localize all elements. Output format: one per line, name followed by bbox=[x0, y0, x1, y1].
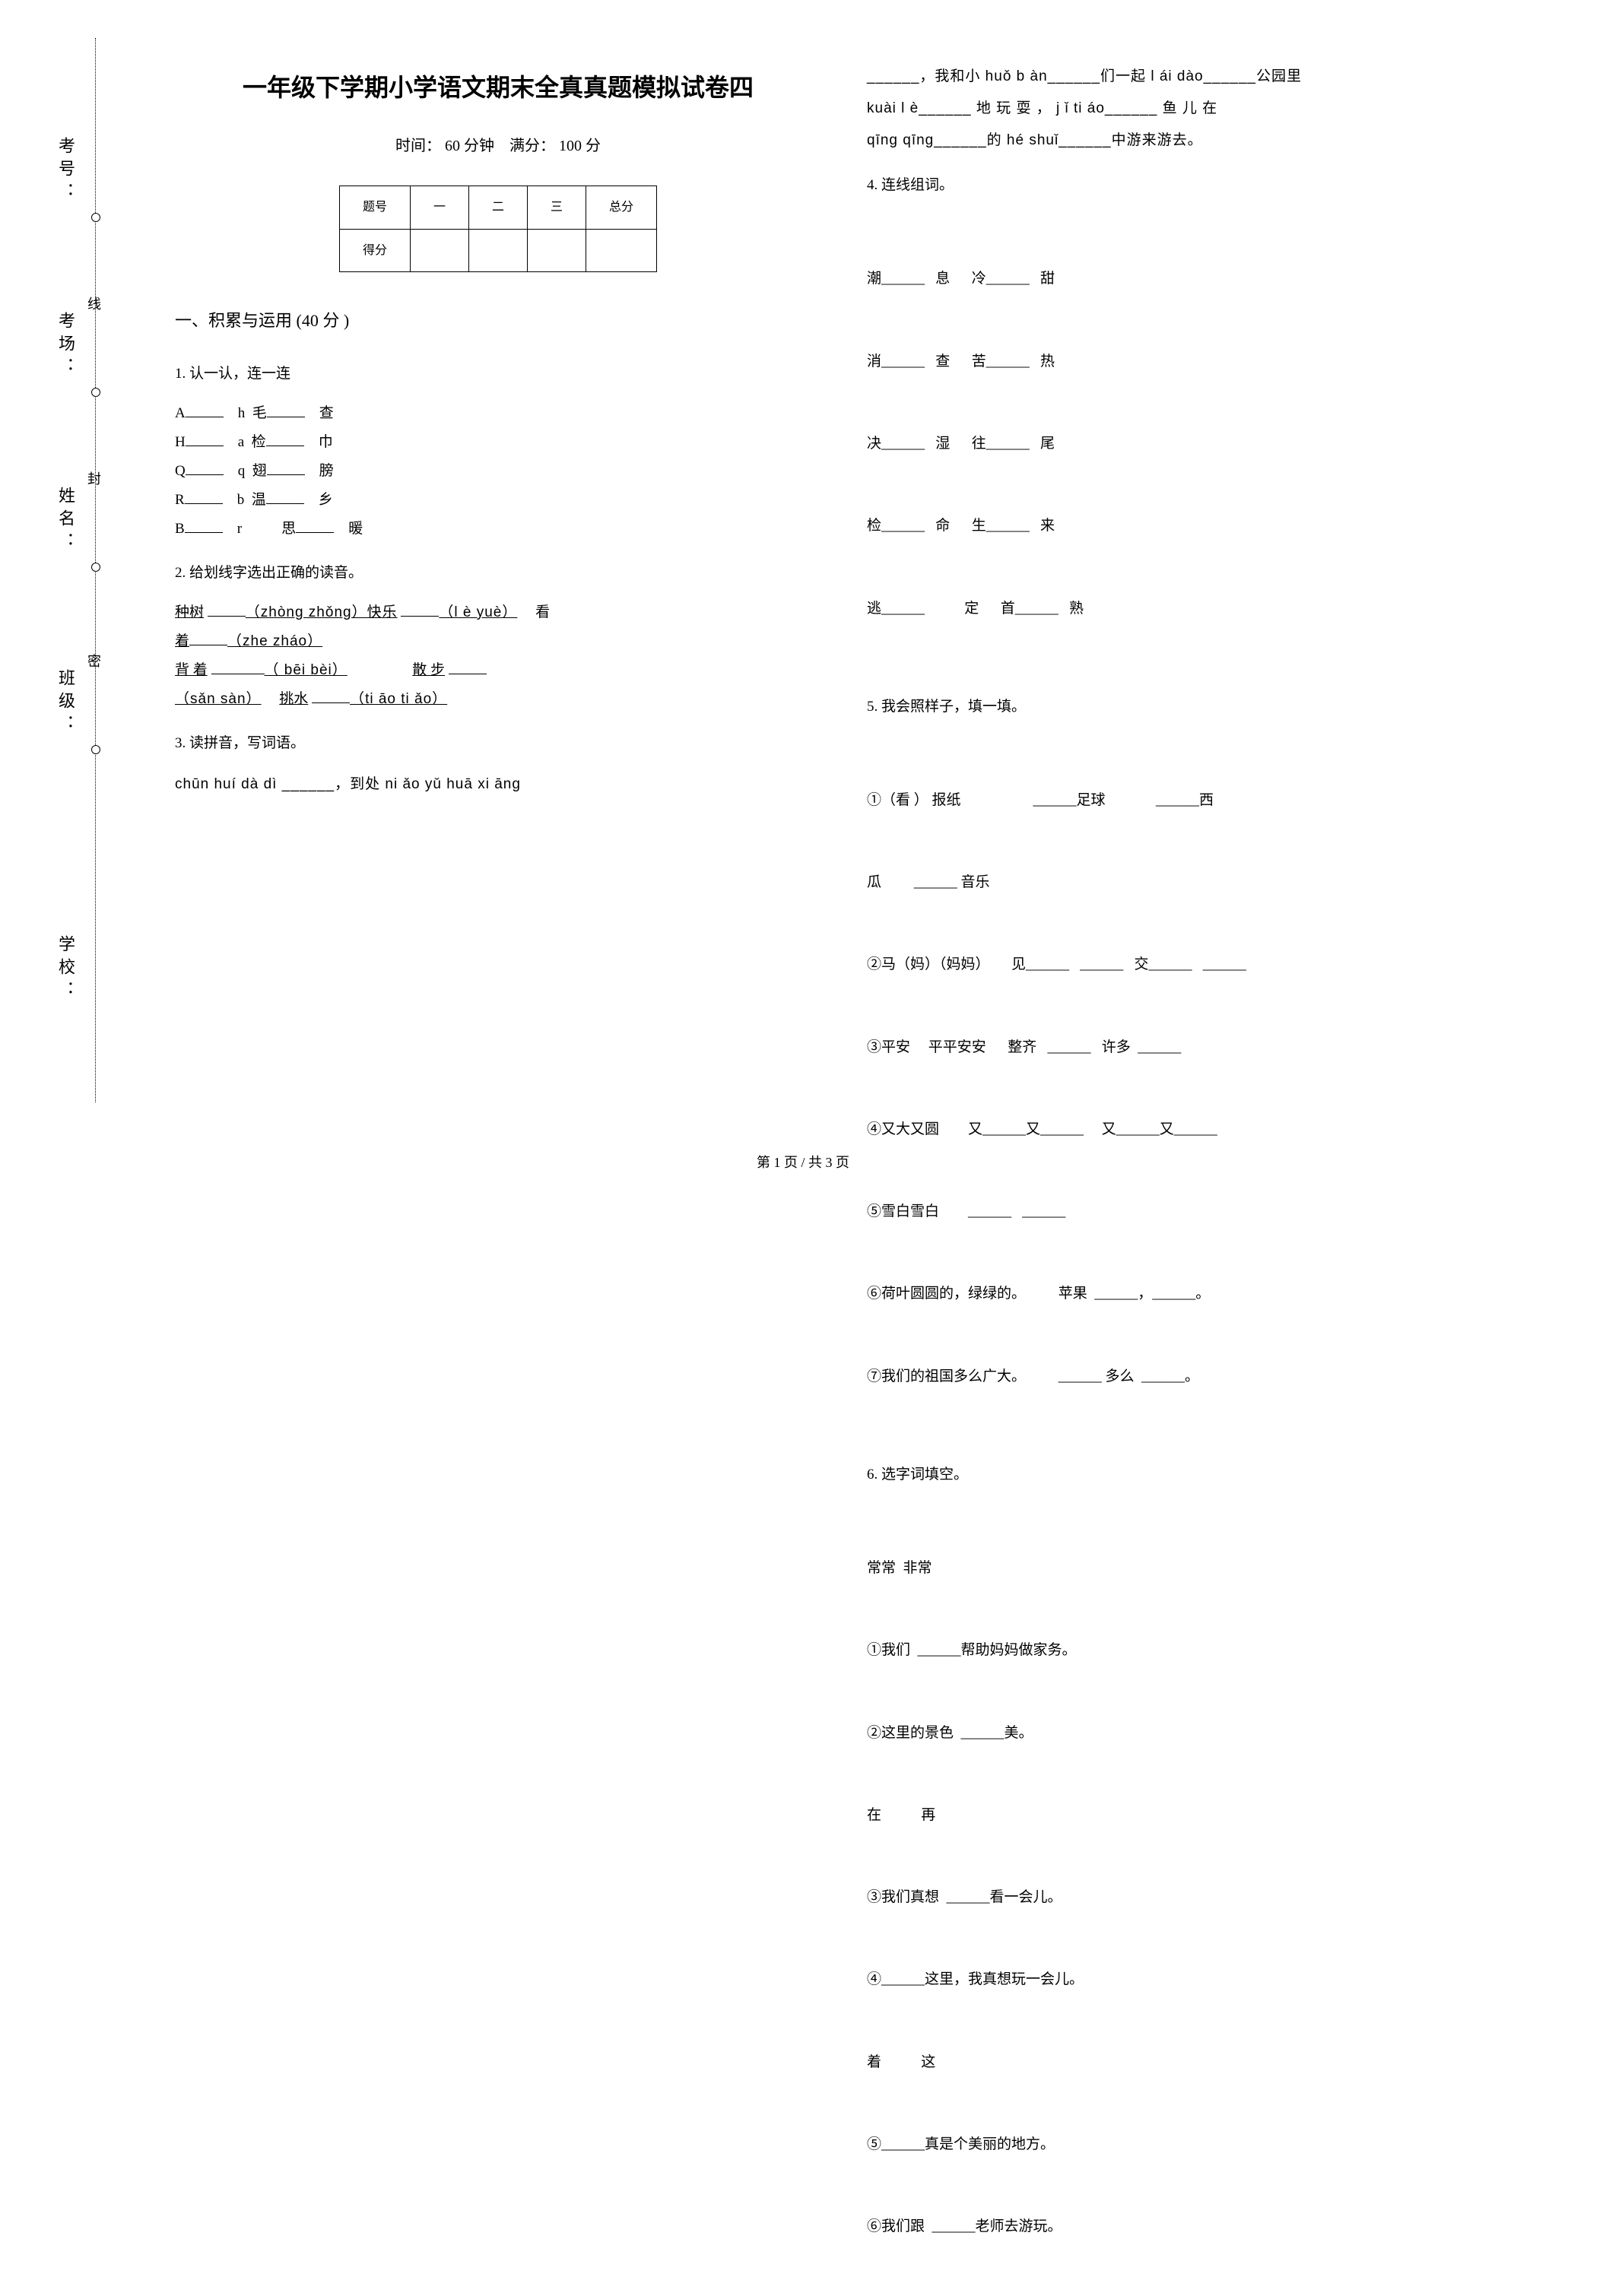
exam-title: 一年级下学期小学语文期末全真真题模拟试卷四 bbox=[175, 61, 821, 114]
q4-title: 4. 连线组词。 bbox=[867, 170, 1513, 201]
label-room: 考场： bbox=[53, 312, 78, 380]
page-content: 一年级下学期小学语文期末全真真题模拟试卷四 时间： 60 分钟 满分： 100 … bbox=[175, 61, 1544, 2296]
score-table: 题号 一 二 三 总分 得分 bbox=[339, 186, 657, 271]
q1-title: 1. 认一认，连一连 bbox=[175, 358, 821, 390]
q3-title: 3. 读拼音，写词语。 bbox=[175, 728, 821, 760]
q5-body: ①（看 ） 报纸 ______足球 ______西 瓜 ______ 音乐 ②马… bbox=[867, 732, 1513, 1445]
seal-feng: 封 bbox=[84, 471, 103, 485]
seal-xian: 线 bbox=[84, 297, 103, 310]
q6-body: 常常 非常 ①我们 ______帮助妈妈做家务。 ②这里的景色 ______美。… bbox=[867, 1500, 1513, 2296]
circle-marker bbox=[91, 563, 100, 572]
q3-line2c: qīng qīng______的 hé shuǐ______中游来游去。 bbox=[867, 125, 1513, 157]
circle-marker bbox=[91, 213, 100, 222]
label-examno: 考号： bbox=[53, 137, 78, 205]
label-name: 姓名： bbox=[53, 487, 78, 555]
right-column: ______，我和小 huǒ b àn______们一起 l ái dào___… bbox=[867, 61, 1513, 2296]
q3-line1: chūn huí dà dì ______，到处 ni ǎo yǔ huā xi… bbox=[175, 769, 821, 801]
q3-line2a: ______，我和小 huǒ b àn______们一起 l ái dào___… bbox=[867, 61, 1513, 93]
q2-body: 种树 （zhòng zhǒng）快乐 （l è yuè） 看 着（zhe zhá… bbox=[175, 598, 821, 714]
table-row: 得分 bbox=[339, 229, 656, 271]
q6-title: 6. 选字词填空。 bbox=[867, 1459, 1513, 1491]
label-school: 学校： bbox=[53, 935, 78, 1004]
q3-line2b: kuài l è______ 地 玩 耍 ， j ǐ ti áo______ 鱼… bbox=[867, 93, 1513, 125]
q1-body: A h 毛 查 H a 检 巾 Q q 翅 膀 R b 温 乡 B r 思 暖 bbox=[175, 399, 821, 544]
label-class: 班级： bbox=[53, 669, 78, 737]
q5-title: 5. 我会照样子，填一填。 bbox=[867, 691, 1513, 723]
table-row: 题号 一 二 三 总分 bbox=[339, 186, 656, 229]
exam-subtitle: 时间： 60 分钟 满分： 100 分 bbox=[175, 129, 821, 163]
q2-title: 2. 给划线字选出正确的读音。 bbox=[175, 557, 821, 589]
seal-mi: 密 bbox=[84, 654, 103, 668]
binding-margin: 考号： 线 考场： 封 姓名： 密 班级： 学校： bbox=[76, 38, 106, 1102]
page-footer: 第 1 页 / 共 3 页 bbox=[0, 1152, 1606, 1172]
left-column: 一年级下学期小学语文期末全真真题模拟试卷四 时间： 60 分钟 满分： 100 … bbox=[175, 61, 821, 2296]
section-heading: 一、积累与运用 (40 分 ) bbox=[175, 303, 821, 339]
q4-body: 潮______ 息 冷______ 甜 消______ 查 苦______ 热 … bbox=[867, 211, 1513, 677]
circle-marker bbox=[91, 388, 100, 397]
circle-marker bbox=[91, 745, 100, 754]
